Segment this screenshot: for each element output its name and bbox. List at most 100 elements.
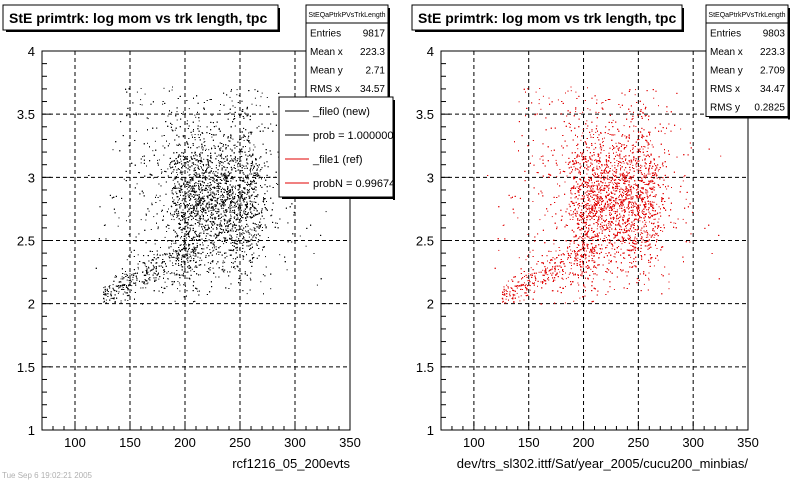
scatter-point — [209, 171, 211, 173]
scatter-point — [239, 153, 241, 155]
scatter-point — [202, 212, 203, 214]
x-tick-label: 350 — [339, 435, 361, 450]
scatter-point — [173, 219, 175, 221]
scatter-point — [169, 165, 171, 167]
scatter-point — [173, 213, 175, 215]
scatter-point — [135, 112, 137, 114]
scatter-point — [242, 258, 244, 260]
scatter-point — [184, 204, 185, 206]
scatter-point — [212, 250, 214, 252]
scatter-point — [205, 170, 207, 172]
scatter-point — [253, 252, 255, 254]
scatter-point — [185, 156, 187, 158]
scatter-point — [184, 151, 186, 153]
scatter-point — [218, 182, 220, 184]
scatter-point — [252, 161, 253, 163]
scatter-point — [256, 168, 258, 170]
scatter-point — [208, 255, 210, 257]
scatter-point — [217, 172, 219, 174]
scatter-point — [168, 227, 170, 229]
scatter-point — [180, 211, 182, 213]
scatter-point — [128, 215, 130, 217]
scatter-point — [213, 217, 215, 219]
scatter-point — [240, 273, 242, 275]
scatter-point — [205, 211, 207, 213]
scatter-point — [199, 162, 201, 164]
scatter-point — [264, 275, 266, 277]
scatter-point — [272, 111, 274, 113]
scatter-point — [187, 257, 188, 259]
scatter-point — [215, 134, 217, 136]
scatter-point — [251, 243, 253, 245]
scatter-point — [245, 230, 247, 232]
scatter-point — [200, 204, 202, 206]
scatter-point — [103, 225, 105, 226]
scatter-point — [122, 135, 124, 137]
scatter-point — [177, 288, 178, 290]
scatter-point — [188, 108, 190, 110]
scatter-point — [277, 227, 279, 229]
scatter-point — [198, 120, 200, 122]
scatter-point — [226, 155, 228, 157]
scatter-point — [252, 149, 254, 151]
scatter-point — [262, 143, 264, 145]
scatter-point — [242, 238, 244, 240]
scatter-point — [240, 114, 242, 116]
scatter-point — [201, 203, 203, 204]
scatter-point — [227, 271, 228, 273]
scatter-point — [147, 118, 149, 120]
scatter-point — [182, 248, 184, 250]
scatter-point — [215, 204, 217, 206]
scatter-point — [183, 235, 185, 237]
scatter-point — [180, 194, 181, 196]
scatter-point — [171, 160, 173, 162]
scatter-point — [165, 254, 167, 256]
scatter-point — [221, 207, 222, 209]
scatter-point — [103, 287, 105, 289]
scatter-point — [195, 210, 197, 212]
y-tick-label: 3.5 — [17, 107, 35, 122]
scatter-point — [194, 236, 196, 238]
scatter-point — [246, 245, 248, 247]
scatter-point — [269, 150, 271, 152]
scatter-point — [216, 263, 218, 265]
scatter-point — [239, 148, 241, 150]
scatter-point — [119, 281, 121, 283]
scatter-point — [218, 162, 220, 164]
scatter-point — [193, 97, 194, 99]
scatter-point — [221, 240, 223, 242]
scatter-point — [140, 287, 142, 289]
scatter-point — [200, 166, 202, 167]
scatter-point — [251, 217, 252, 219]
scatter-point — [230, 215, 232, 217]
scatter-point — [171, 111, 173, 113]
scatter-point — [136, 91, 138, 93]
scatter-point — [184, 200, 186, 201]
y-tick-label: 3 — [28, 170, 35, 185]
scatter-point — [216, 180, 218, 182]
scatter-point — [223, 176, 225, 178]
scatter-point — [177, 281, 179, 282]
scatter-point — [229, 96, 231, 98]
scatter-point — [198, 217, 200, 219]
scatter-point — [255, 237, 257, 239]
scatter-point — [185, 206, 186, 208]
scatter-point — [226, 178, 228, 180]
scatter-point — [182, 266, 184, 268]
scatter-point — [279, 254, 281, 256]
scatter-point — [238, 151, 240, 153]
scatter-point — [209, 221, 211, 222]
scatter-point — [225, 181, 227, 183]
scatter-point — [200, 152, 202, 154]
scatter-point — [122, 287, 124, 288]
scatter-point — [188, 180, 190, 182]
scatter-point — [118, 291, 120, 293]
scatter-point — [141, 104, 143, 106]
scatter-point — [234, 268, 236, 270]
scatter-point — [242, 197, 243, 199]
scatter-point — [244, 198, 246, 200]
scatter-point — [210, 213, 212, 215]
scatter-point — [204, 200, 206, 202]
